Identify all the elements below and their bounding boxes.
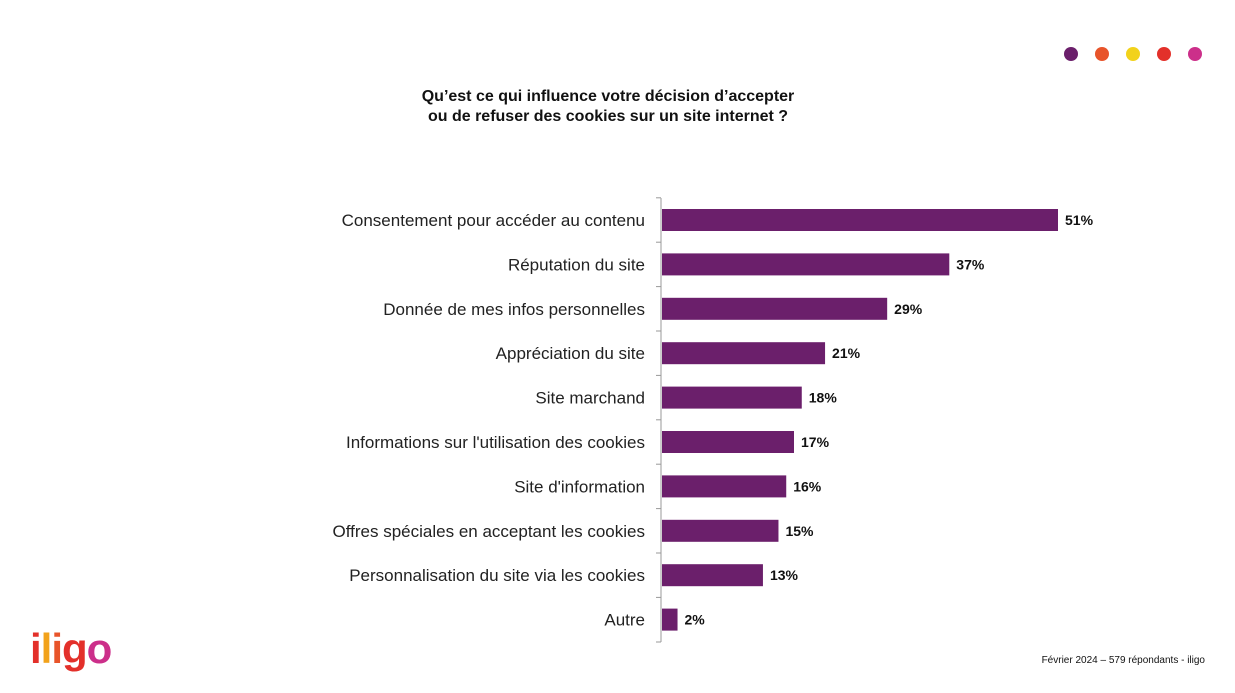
value-label: 2% (685, 612, 706, 628)
category-label: Appréciation du site (496, 344, 645, 363)
value-label: 18% (809, 390, 838, 406)
value-label: 17% (801, 434, 830, 450)
category-label: Offres spéciales en acceptant les cookie… (333, 522, 645, 541)
category-label: Personnalisation du site via les cookies (349, 566, 645, 585)
dot-icon (1126, 47, 1140, 61)
bar (662, 386, 802, 409)
dot-icon (1095, 47, 1109, 61)
category-label: Donnée de mes infos personnelles (383, 300, 645, 319)
bar (662, 564, 763, 587)
dot-icon (1064, 47, 1078, 61)
category-label: Autre (604, 611, 645, 630)
value-label: 51% (1065, 212, 1094, 228)
logo-letter: l (40, 625, 53, 672)
dot-icon (1157, 47, 1171, 61)
value-label: 21% (832, 345, 861, 361)
category-label: Site marchand (535, 389, 645, 408)
value-label: 37% (956, 256, 985, 272)
bar (662, 209, 1058, 231)
category-label: Consentement pour accéder au contenu (342, 211, 645, 230)
value-label: 16% (793, 478, 822, 494)
chart-title-line-2: ou de refuser des cookies sur un site in… (427, 108, 789, 125)
value-label: 15% (785, 523, 814, 539)
value-label: 13% (770, 567, 799, 583)
bar (662, 431, 794, 453)
logo-letter: i (30, 625, 42, 672)
category-label: Site d'information (514, 477, 645, 496)
value-label: 29% (894, 301, 923, 317)
bar (662, 297, 888, 320)
iligo-logo: iligo (30, 624, 113, 674)
bar (662, 475, 787, 498)
bar (662, 342, 826, 365)
bar (662, 608, 678, 631)
logo-letter: g (62, 625, 88, 672)
bar (662, 519, 779, 542)
category-label: Réputation du site (508, 255, 645, 274)
logo-letter: o (86, 625, 113, 672)
chart-title-line-1: Qu’est ce qui influence votre décision d… (421, 88, 795, 105)
logo-letter: i (51, 625, 63, 672)
chart-title: Qu’est ce qui influence votre décision d… (308, 87, 908, 127)
source-note: Février 2024 – 579 répondants - iligo (1041, 655, 1205, 666)
category-label: Informations sur l'utilisation des cooki… (346, 433, 645, 452)
bar (662, 253, 950, 276)
brand-dots (1064, 47, 1202, 61)
dot-icon (1188, 47, 1202, 61)
